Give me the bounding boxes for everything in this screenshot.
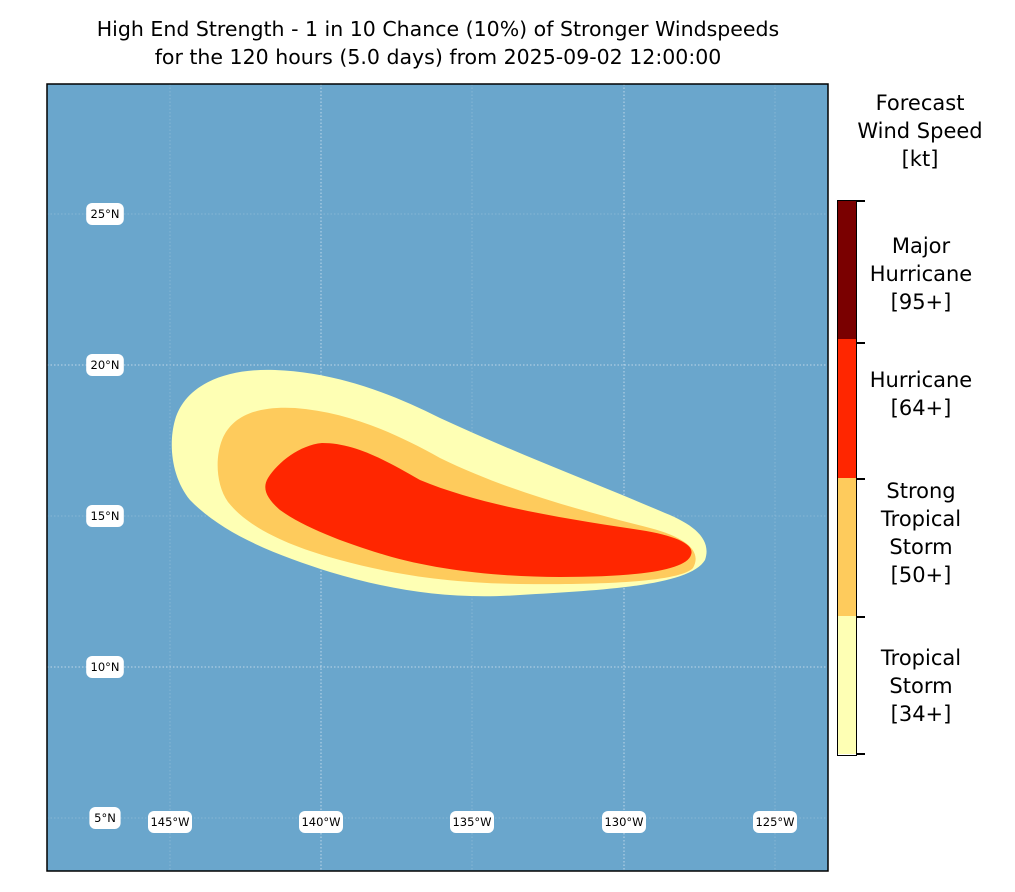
lat-label: 5°N <box>89 807 121 829</box>
colorbar-tick <box>856 753 865 755</box>
svg-text:140°W: 140°W <box>301 815 340 829</box>
colorbar-tick <box>856 616 865 618</box>
colorbar-swatch-strong-tropical-storm <box>838 478 856 616</box>
colorbar-label-line: Storm <box>889 674 953 698</box>
colorbar-swatch-tropical-storm <box>838 616 856 754</box>
chart-title-line-1: High End Strength - 1 in 10 Chance (10%)… <box>96 17 780 41</box>
lat-label: 25°N <box>86 203 124 225</box>
colorbar-label-line: [95+] <box>890 290 952 314</box>
chart-title-line-2: for the 120 hours (5.0 days) from 2025-0… <box>154 45 722 69</box>
colorbar-label-line: Hurricane <box>869 368 973 392</box>
colorbar-tick <box>856 342 865 344</box>
svg-text:130°W: 130°W <box>604 815 643 829</box>
lon-label: 135°W <box>450 811 494 833</box>
svg-text:10°N: 10°N <box>91 660 120 674</box>
colorbar-tick <box>856 200 865 202</box>
colorbar-swatch-hurricane <box>838 339 856 478</box>
colorbar-label-line: Hurricane <box>869 262 973 286</box>
colorbar-tick <box>856 478 865 480</box>
colorbar-label-line: [50+] <box>890 563 952 587</box>
svg-text:20°N: 20°N <box>91 358 120 372</box>
svg-text:25°N: 25°N <box>91 207 120 221</box>
colorbar-label-line: Tropical <box>880 507 962 531</box>
swath-hurricane <box>265 443 692 577</box>
lon-label: 145°W <box>148 811 192 833</box>
svg-text:5°N: 5°N <box>94 811 116 825</box>
lat-label: 20°N <box>86 354 124 376</box>
colorbar-title-line: [kt] <box>901 147 939 171</box>
lon-label: 125°W <box>753 811 797 833</box>
svg-text:135°W: 135°W <box>452 815 491 829</box>
colorbar-label-line: Tropical <box>880 646 962 670</box>
colorbar-label-line: [34+] <box>890 702 952 726</box>
colorbar-label-line: Storm <box>889 535 953 559</box>
colorbar-title-line: Wind Speed <box>857 119 983 143</box>
lat-label: 15°N <box>86 505 124 527</box>
colorbar-label-line: Major <box>891 234 951 258</box>
colorbar-swatch-major-hurricane <box>838 200 856 339</box>
svg-text:125°W: 125°W <box>755 815 794 829</box>
lon-label: 140°W <box>299 811 343 833</box>
colorbar-title-line: Forecast <box>875 91 965 115</box>
svg-text:15°N: 15°N <box>91 509 120 523</box>
lon-label: 130°W <box>602 811 646 833</box>
map-frame <box>46 83 829 872</box>
lat-label: 10°N <box>86 656 124 678</box>
svg-text:145°W: 145°W <box>150 815 189 829</box>
colorbar-label-line: [64+] <box>890 396 952 420</box>
colorbar-label-line: Strong <box>886 479 956 503</box>
